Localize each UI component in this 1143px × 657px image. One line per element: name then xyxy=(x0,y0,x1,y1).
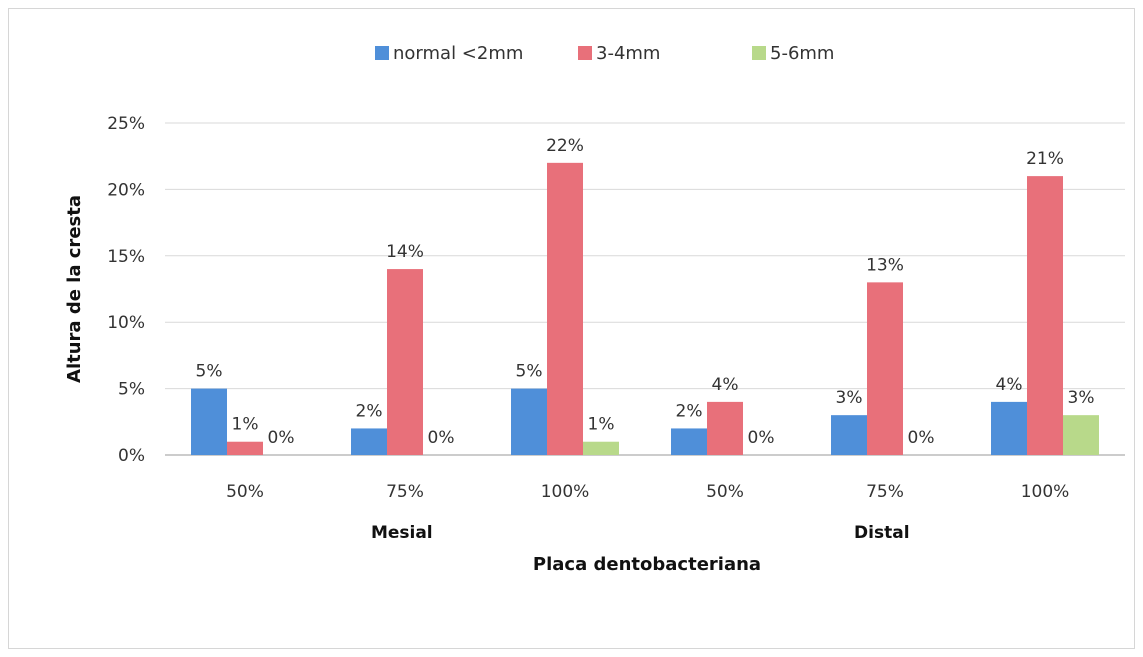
data-label: 22% xyxy=(546,136,584,156)
data-label: 1% xyxy=(588,415,615,435)
legend-label: normal <2mm xyxy=(393,43,523,64)
data-label: 3% xyxy=(836,388,863,408)
bar-3 xyxy=(583,441,619,455)
bar-2 xyxy=(707,401,743,455)
legend-swatch xyxy=(752,46,766,60)
y-tick-label: 5% xyxy=(118,380,145,400)
data-label: 3% xyxy=(1068,388,1095,408)
legend: normal <2mm 3-4mm 5-6mm xyxy=(375,43,834,64)
data-label: 5% xyxy=(516,362,543,382)
group-label: Distal xyxy=(854,523,909,543)
x-tick-label: 50% xyxy=(226,482,264,502)
data-labels: 5% 1% 0% 2% 14% 0% 5% 22% 1% 2% 4% 0% 3% 13% 0% 4% 21% 3% xyxy=(196,136,1095,448)
legend-label: 5-6mm xyxy=(770,43,834,64)
data-label: 14% xyxy=(386,242,424,262)
x-tick-label: 100% xyxy=(1021,482,1070,502)
x-tick-label: 50% xyxy=(706,482,744,502)
legend-label: 3-4mm xyxy=(596,43,660,64)
bar-2 xyxy=(867,282,903,455)
bar-1 xyxy=(991,401,1027,455)
data-label: 0% xyxy=(428,428,455,448)
data-label: 0% xyxy=(748,428,775,448)
y-axis-ticks: 0% 5% 10% 15% 20% 25% xyxy=(107,114,145,466)
bar-2 xyxy=(227,441,263,455)
y-tick-label: 10% xyxy=(107,313,145,333)
x-axis-ticks: 50% 75% 100% 50% 75% 100% xyxy=(226,482,1069,502)
y-tick-label: 20% xyxy=(107,180,145,200)
bar-2 xyxy=(1027,176,1063,455)
data-label: 0% xyxy=(268,428,295,448)
data-label: 5% xyxy=(196,362,223,382)
bar-2 xyxy=(387,269,423,455)
data-label: 4% xyxy=(996,375,1023,395)
x-tick-label: 75% xyxy=(866,482,904,502)
bar-1 xyxy=(831,415,867,455)
x-tick-label: 75% xyxy=(386,482,424,502)
data-label: 4% xyxy=(712,375,739,395)
gridlines xyxy=(165,122,1125,456)
data-label: 2% xyxy=(676,401,703,421)
data-label: 13% xyxy=(866,255,904,275)
y-tick-label: 0% xyxy=(118,446,145,466)
y-tick-label: 15% xyxy=(107,247,145,267)
data-label: 1% xyxy=(232,415,259,435)
bar-3 xyxy=(1063,415,1099,455)
data-label: 2% xyxy=(356,401,383,421)
bar-1 xyxy=(511,388,547,455)
group-labels: Mesial Distal xyxy=(371,523,910,543)
x-tick-label: 100% xyxy=(541,482,590,502)
group-label: Mesial xyxy=(371,523,433,543)
bars xyxy=(191,162,1099,455)
legend-swatch xyxy=(375,46,389,60)
bar-2 xyxy=(547,162,583,455)
bar-1 xyxy=(351,428,387,455)
legend-swatch xyxy=(578,46,592,60)
data-label: 21% xyxy=(1026,149,1064,169)
bar-1 xyxy=(671,428,707,455)
x-axis-title: Placa dentobacteriana xyxy=(533,554,761,575)
y-axis-title: Altura de la cresta xyxy=(64,195,85,383)
bar-1 xyxy=(191,388,227,455)
data-label: 0% xyxy=(908,428,935,448)
y-tick-label: 25% xyxy=(107,114,145,134)
